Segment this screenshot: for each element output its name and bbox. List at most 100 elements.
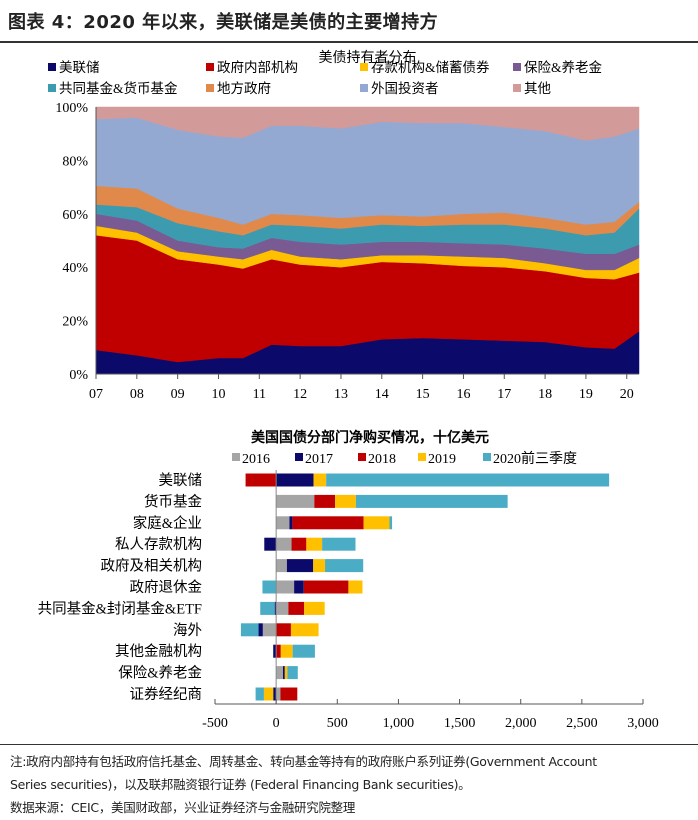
area-x-tick-label: 10 — [211, 387, 225, 402]
bar-category-label: 共同基金&封闭基金&ETF — [38, 600, 202, 617]
legend-label-1: 美联储 — [59, 60, 100, 75]
area-x-tick-label: 20 — [620, 387, 634, 402]
legend-label-8: 其他 — [524, 81, 551, 96]
area-y-tick-label: 80% — [62, 154, 88, 169]
bar-legend-label-2: 2017 — [305, 452, 333, 467]
bar-segment-2018 — [291, 537, 307, 551]
bar-category-label: 政府退休金 — [130, 579, 203, 596]
bar-segment-2020前三季度 — [326, 473, 610, 487]
legend-label-6: 地方政府 — [217, 81, 271, 96]
bar-segment-2019 — [290, 623, 319, 637]
bar-segment-2018 — [280, 687, 298, 701]
bar-legend-swatch-2 — [295, 453, 303, 461]
legend-swatch-7 — [360, 84, 368, 92]
bar-segment-2020前三季度 — [262, 580, 277, 594]
legend-label-7: 外国投资者 — [371, 81, 439, 96]
bar-segment-2019 — [263, 687, 274, 701]
legend-label-4: 保险&养老金 — [524, 60, 603, 75]
bar-legend-label-1: 2016 — [242, 452, 270, 467]
footnote-line-2: Series securities)，以及联邦融资银行证券 (Federal F… — [10, 777, 471, 792]
area-x-tick-label: 19 — [579, 387, 593, 402]
area-x-tick-label: 16 — [456, 387, 470, 402]
area-series-8 — [95, 106, 640, 141]
bar-segment-2017 — [282, 666, 285, 680]
bar-x-tick-label: 1,000 — [383, 716, 415, 731]
bar-segment-2018 — [292, 516, 364, 530]
bar-segment-2020前三季度 — [355, 494, 508, 508]
bar-legend-label-4: 2019 — [428, 452, 456, 467]
data-source: 数据来源：CEIC，美国财政部，兴业证券经济与金融研究院整理 — [10, 800, 356, 815]
bar-segment-2016 — [276, 666, 283, 680]
legend-swatch-3 — [360, 63, 368, 71]
bar-segment-2019 — [304, 601, 325, 615]
bar-segment-2020前三季度 — [287, 666, 298, 680]
bar-segment-2017 — [273, 644, 277, 658]
bar-segment-2016 — [276, 580, 295, 594]
bar-segment-2020前三季度 — [292, 644, 315, 658]
bar-segment-2019 — [306, 537, 323, 551]
area-y-tick-label: 0% — [69, 368, 88, 383]
bar-segment-2020前三季度 — [389, 516, 393, 530]
bar-segment-2018 — [276, 623, 291, 637]
area-y-tick-label: 100% — [55, 101, 88, 116]
bar-segment-2016 — [276, 601, 289, 615]
bar-category-label: 证券经纪商 — [130, 686, 203, 703]
bar-chart-title: 美国国债分部门净购买情况，十亿美元 — [251, 429, 489, 446]
bar-segment-2016 — [276, 559, 287, 573]
area-x-tick-label: 12 — [293, 387, 307, 402]
bar-segment-2016 — [276, 687, 281, 701]
bar-segment-2017 — [294, 580, 304, 594]
bar-x-tick-label: 2,000 — [505, 716, 537, 731]
legend-swatch-6 — [206, 84, 214, 92]
legend-label-3: 存款机构&储蓄债券 — [371, 60, 490, 75]
bar-category-label: 海外 — [173, 622, 202, 639]
bar-segment-2019 — [284, 666, 288, 680]
bar-segment-2019 — [348, 580, 363, 594]
bar-segment-2020前三季度 — [240, 623, 259, 637]
bar-segment-2017 — [274, 601, 277, 615]
bar-category-label: 政府及相关机构 — [101, 558, 203, 575]
bar-legend-swatch-5 — [483, 453, 491, 461]
area-x-tick-label: 11 — [253, 387, 266, 402]
bar-legend-label-3: 2018 — [368, 452, 396, 467]
bar-segment-2016 — [276, 494, 315, 508]
bar-category-label: 美联储 — [159, 472, 203, 489]
area-y-tick-label: 60% — [62, 208, 88, 223]
bar-x-tick-label: -500 — [202, 716, 228, 731]
legend-swatch-8 — [513, 84, 521, 92]
area-x-tick-label: 15 — [416, 387, 430, 402]
bar-segment-2020前三季度 — [260, 601, 275, 615]
bar-segment-2018 — [314, 494, 336, 508]
bar-category-label: 家庭&企业 — [133, 514, 202, 532]
area-x-tick-label: 07 — [89, 387, 103, 402]
area-x-tick-label: 13 — [334, 387, 348, 402]
bar-segment-2019 — [335, 494, 356, 508]
bar-segment-2016 — [276, 537, 292, 551]
legend-swatch-1 — [48, 63, 56, 71]
bar-legend-label-5: 2020前三季度 — [493, 450, 577, 467]
bar-segment-2018 — [276, 644, 281, 658]
bar-segment-2017 — [264, 537, 277, 551]
area-chart-title: 美债持有者分布 — [319, 50, 417, 66]
bar-segment-2020前三季度 — [255, 687, 264, 701]
legend-swatch-2 — [206, 63, 214, 71]
bar-segment-2018 — [288, 601, 305, 615]
bar-segment-2017 — [289, 516, 293, 530]
footnote-line-1: 注:政府内部持有包括政府信托基金、周转基金、转向基金等持有的政府账户系列证券(G… — [10, 754, 597, 769]
bar-segment-2019 — [313, 559, 326, 573]
area-x-tick-label: 14 — [375, 387, 389, 402]
bar-segment-2017 — [286, 559, 314, 573]
bar-x-tick-label: 500 — [327, 716, 348, 731]
bar-segment-2017 — [258, 623, 263, 637]
area-x-tick-label: 18 — [538, 387, 552, 402]
bar-legend-swatch-1 — [232, 453, 240, 461]
area-y-tick-label: 20% — [62, 315, 88, 330]
bar-segment-2017 — [273, 687, 277, 701]
bar-x-tick-label: 0 — [273, 716, 280, 731]
bar-segment-2019 — [280, 644, 293, 658]
bar-segment-2020前三季度 — [325, 559, 364, 573]
legend-swatch-5 — [48, 84, 56, 92]
bar-category-label: 其他金融机构 — [115, 643, 202, 660]
bar-x-tick-label: 1,500 — [444, 716, 476, 731]
